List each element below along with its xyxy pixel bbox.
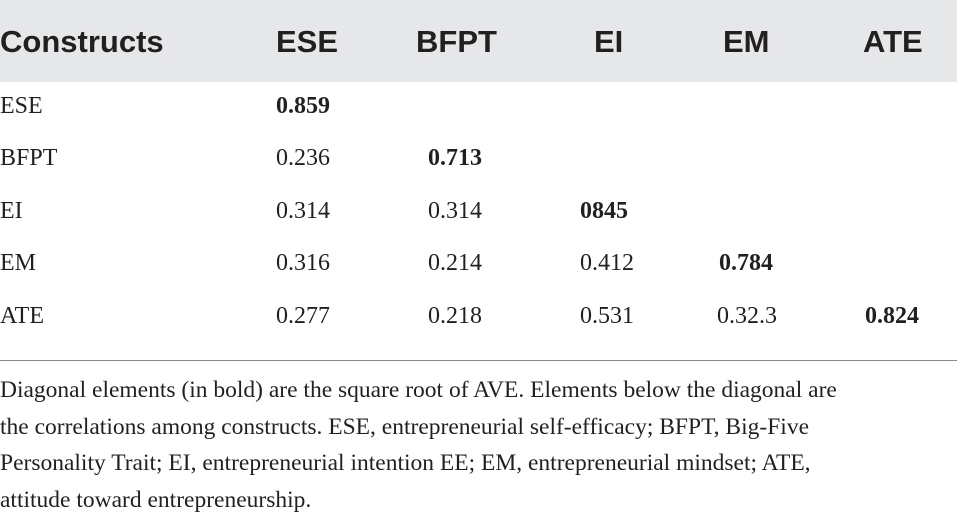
table-row: ATE 0.277 0.218 0.531 0.32.3 0.824 bbox=[0, 301, 957, 331]
row-label: BFPT bbox=[0, 145, 58, 171]
footnote-line: the correlations among constructs. ESE, … bbox=[0, 413, 809, 440]
table-cell: 0.314 bbox=[428, 198, 482, 224]
footnote-line: Personality Trait; EI, entrepreneurial i… bbox=[0, 450, 811, 476]
table-cell: 0.277 bbox=[276, 303, 330, 329]
table-row: EI 0.314 0.314 0845 bbox=[0, 196, 957, 226]
table-header-band bbox=[0, 0, 957, 82]
header-ate: ATE bbox=[863, 24, 923, 59]
table-cell: 0.316 bbox=[276, 250, 330, 276]
table-cell: 0845 bbox=[580, 198, 628, 224]
table-footnote: Diagonal elements (in bold) are the squa… bbox=[0, 372, 957, 518]
header-constructs: Constructs bbox=[0, 24, 164, 59]
footnote-line: attitude toward entrepreneurship. bbox=[0, 486, 312, 513]
footnote-line: Diagonal elements (in bold) are the squa… bbox=[0, 377, 837, 403]
table-cell: 0.784 bbox=[719, 250, 773, 276]
table-row: ESE 0.859 bbox=[0, 91, 957, 121]
header-em: EM bbox=[723, 24, 770, 59]
header-ese: ESE bbox=[276, 24, 339, 59]
row-label: EM bbox=[0, 250, 36, 276]
header-bfpt: BFPT bbox=[416, 24, 497, 59]
table-header-row: Constructs ESE BFPT EI EM ATE bbox=[0, 22, 957, 62]
table-cell: 0.531 bbox=[580, 303, 634, 329]
table-bottom-rule bbox=[0, 360, 957, 361]
table-cell: 0.218 bbox=[428, 303, 482, 329]
row-label: ESE bbox=[0, 93, 43, 119]
table-row: EM 0.316 0.214 0.412 0.784 bbox=[0, 248, 957, 278]
table-cell: 0.32.3 bbox=[717, 303, 777, 329]
table-cell: 0.214 bbox=[428, 250, 482, 276]
table-cell: 0.412 bbox=[580, 250, 634, 276]
table-row: BFPT 0.236 0.713 bbox=[0, 143, 957, 173]
row-label: ATE bbox=[0, 303, 44, 329]
table-cell: 0.314 bbox=[276, 198, 330, 224]
table-cell: 0.236 bbox=[276, 145, 330, 171]
row-label: EI bbox=[0, 198, 23, 224]
table-cell: 0.859 bbox=[276, 93, 330, 119]
table-cell: 0.824 bbox=[865, 303, 919, 329]
header-ei: EI bbox=[594, 24, 624, 59]
table-cell: 0.713 bbox=[428, 145, 482, 171]
